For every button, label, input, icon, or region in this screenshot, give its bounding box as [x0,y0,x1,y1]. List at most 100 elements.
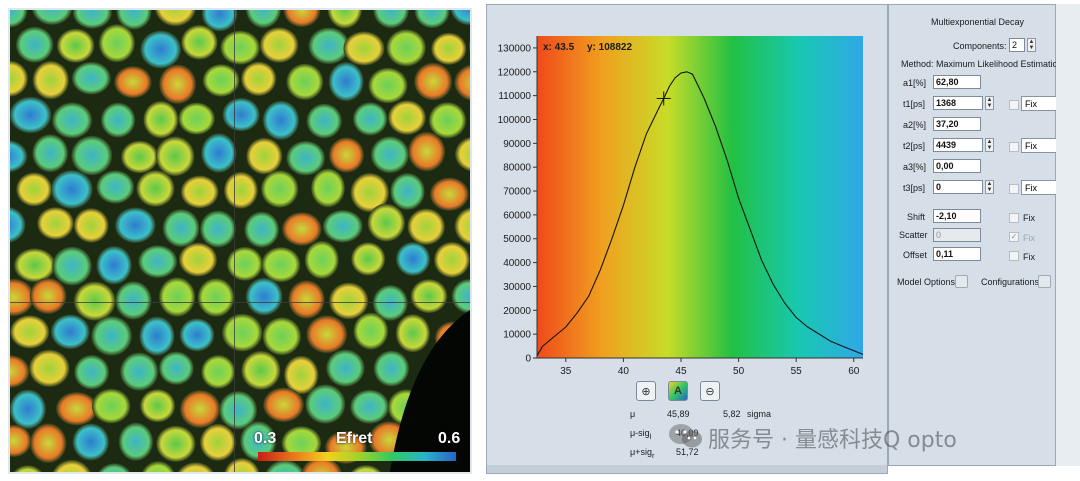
cell [98,463,131,472]
cell [414,10,450,29]
a3-label: a3[%] [903,162,927,172]
shift-input[interactable]: -2,10 [933,209,981,223]
cell [246,137,283,175]
zoom-out-icon: ⊖ [705,385,715,398]
cell [30,423,67,464]
cell [118,422,154,461]
x-tick-label: 40 [618,366,630,377]
method-label: Method: [901,59,934,69]
cursor-x-readout: x: 43.5 [543,42,575,53]
palette-button[interactable]: A [668,381,688,401]
cell [115,207,156,243]
cell [219,391,258,430]
t2-spinner[interactable]: ▲ ▼ [985,138,994,152]
cell [224,457,260,472]
wechat-icon [669,424,702,448]
cell [433,241,470,278]
model-options-button[interactable] [955,275,968,288]
cell [154,10,196,27]
mu-plus-sigma-label: μ+sigr [630,447,655,460]
cell [10,140,28,173]
cell [395,242,431,276]
cell [222,97,260,132]
cell [32,134,69,173]
panel-bottom-strip [487,465,887,473]
cell [15,26,54,63]
cell [263,387,304,422]
cell [181,24,218,60]
cell [350,465,382,472]
scatter-input[interactable]: 0 [933,228,981,242]
t2-input[interactable]: 4439 [933,138,983,152]
cell [351,242,386,276]
cell [373,350,410,387]
cell [114,66,152,99]
shift-fix-label: Fix [1023,213,1035,223]
cell-field-svg [10,10,470,472]
cell [52,246,92,286]
histogram-series-line [536,71,864,356]
cell [50,170,93,209]
cell [245,277,283,316]
shift-fix-checkbox[interactable] [1009,213,1019,223]
t3-fix-checkbox[interactable] [1009,184,1019,194]
zoom-in-button[interactable]: ⊕ [636,381,656,401]
cell [179,318,215,352]
cell [450,10,470,26]
components-spinner[interactable]: ▲ ▼ [1027,38,1036,52]
cell [142,461,175,472]
configurations-button[interactable] [1038,275,1051,288]
t3-spinner[interactable]: ▲ ▼ [985,180,994,194]
cell [428,102,467,139]
histogram-plot[interactable]: 0 10000 20000 30000 40000 50000 60000 70000 8000… [487,5,889,405]
a1-input[interactable]: 62,80 [933,75,981,89]
cell [29,278,67,314]
cell [261,247,301,283]
a3-input[interactable]: 0,00 [933,159,981,173]
cell [407,208,446,245]
t2-fix-checkbox[interactable] [1009,142,1019,152]
zoom-out-button[interactable]: ⊖ [700,381,720,401]
cell [431,32,467,65]
palette-icon: A [674,385,682,397]
colorbar-max-label: 0.6 [438,430,461,447]
a2-input[interactable]: 37,20 [933,117,981,131]
colorbar-min-label: 0.3 [254,430,277,447]
cell [451,279,470,314]
fret-image-panel[interactable]: 0.3 Efret 0.6 [8,8,472,474]
x-tick-label: 45 [675,366,687,377]
t1-fix-checkbox[interactable] [1009,100,1019,110]
y-tick-label: 20000 [503,306,531,317]
scatter-fix-checkbox[interactable]: ✓ [1009,232,1019,242]
image-crosshair-horizontal [10,302,470,303]
cell [304,240,339,279]
t3-input[interactable]: 0 [933,180,983,194]
cell [10,10,28,28]
sigma-value: 5,82 [723,409,741,419]
cell [55,392,98,426]
cell [308,27,350,65]
mu-value: 45,89 [667,409,690,419]
cell [200,423,236,461]
cell [120,352,159,391]
cell [311,168,345,208]
cell [136,170,175,207]
cell [56,28,95,63]
cell [10,355,30,388]
t1-spinner[interactable]: ▲ ▼ [985,96,994,110]
mu-label: μ [630,409,636,419]
t1-input[interactable]: 1368 [933,96,983,110]
components-label: Components: [953,41,1007,51]
histogram-svg: 0 10000 20000 30000 40000 50000 60000 70000 8000… [498,36,864,377]
offset-fix-checkbox[interactable] [1009,251,1019,261]
components-input[interactable]: 2 [1009,38,1025,52]
offset-input[interactable]: 0,11 [933,247,981,261]
cell [156,425,196,462]
y-tick-label: 50000 [503,234,531,245]
cell [10,389,46,429]
zoom-in-icon: ⊕ [641,385,651,398]
cell [140,389,176,423]
scatter-label: Scatter [899,230,928,240]
image-crosshair-vertical [234,10,235,472]
cell [430,177,469,211]
